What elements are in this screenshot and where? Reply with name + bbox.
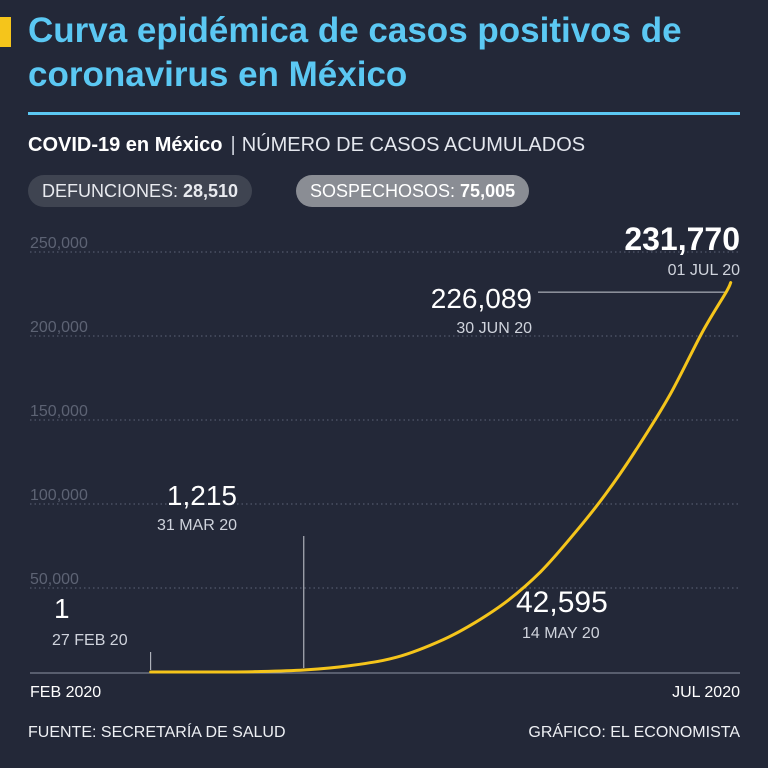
- leader-layer: [150, 291, 727, 670]
- line-layer: [149, 281, 733, 674]
- x-axis-end-label: JUL 2020: [672, 684, 740, 701]
- grid-layer: 50,000 100,000 150,000 200,000 250,000: [30, 235, 740, 589]
- deaths-badge: DEFUNCIONES: 28,510: [28, 175, 253, 207]
- y-tick-label-200000: 200,000: [30, 319, 88, 336]
- annotation-value-jun30: 226,089: [431, 283, 532, 314]
- annotation-value-mar31: 1,215: [167, 480, 237, 511]
- subtitle-separator: |: [230, 134, 236, 156]
- chart-subtitle: COVID-19 en México | NÚMERO DE CASOS ACUMU…: [28, 134, 585, 157]
- y-tick-label-50000: 50,000: [30, 571, 79, 588]
- annotation-date-jun30: 30 JUN 20: [456, 320, 532, 337]
- y-tick-label-150000: 150,000: [30, 403, 88, 420]
- annotation-value-feb27: 1: [54, 593, 70, 624]
- annotation-date-feb27: 27 FEB 20: [52, 632, 128, 649]
- page-title: Curva epidémica de casos positivos de co…: [28, 11, 682, 94]
- source-credit: FUENTE: SECRETARÍA DE SALUD: [28, 724, 286, 741]
- y-tick-label-100000: 100,000: [30, 487, 88, 504]
- graphic-credit: GRÁFICO: EL ECONOMISTA: [528, 724, 740, 741]
- annotation-value-may14: 42,595: [516, 586, 608, 619]
- suspected-label: SOSPECHOSOS:: [310, 181, 461, 201]
- annotation-date-jul01: 01 JUL 20: [668, 262, 740, 279]
- annotation-date-mar31: 31 MAR 20: [157, 517, 237, 534]
- suspected-badge: SOSPECHOSOS: 75,005: [296, 175, 530, 207]
- subtitle-metric: NÚMERO DE CASOS ACUMULADOS: [241, 134, 586, 156]
- subtitle-country: COVID-19 en México: [28, 134, 223, 156]
- label-layer: 1 27 FEB 20 1,215 31 MAR 20 42,595 14 MAY 20 2…: [52, 221, 740, 649]
- x-axis-start-label: FEB 2020: [30, 684, 101, 701]
- annotation-date-may14: 14 MAY 20: [522, 625, 600, 642]
- deaths-label: DEFUNCIONES:: [42, 181, 184, 201]
- cases-line: [149, 281, 733, 674]
- title-accent-bar: [0, 17, 11, 47]
- annotation-value-jul01: 231,770: [624, 221, 740, 257]
- suspected-value: 75,005: [460, 181, 516, 201]
- deaths-value: 28,510: [183, 181, 239, 201]
- y-tick-label-250000: 250,000: [30, 235, 88, 252]
- x-axis-layer: FEB 2020 JUL 2020: [30, 672, 740, 701]
- title-divider: [28, 112, 740, 115]
